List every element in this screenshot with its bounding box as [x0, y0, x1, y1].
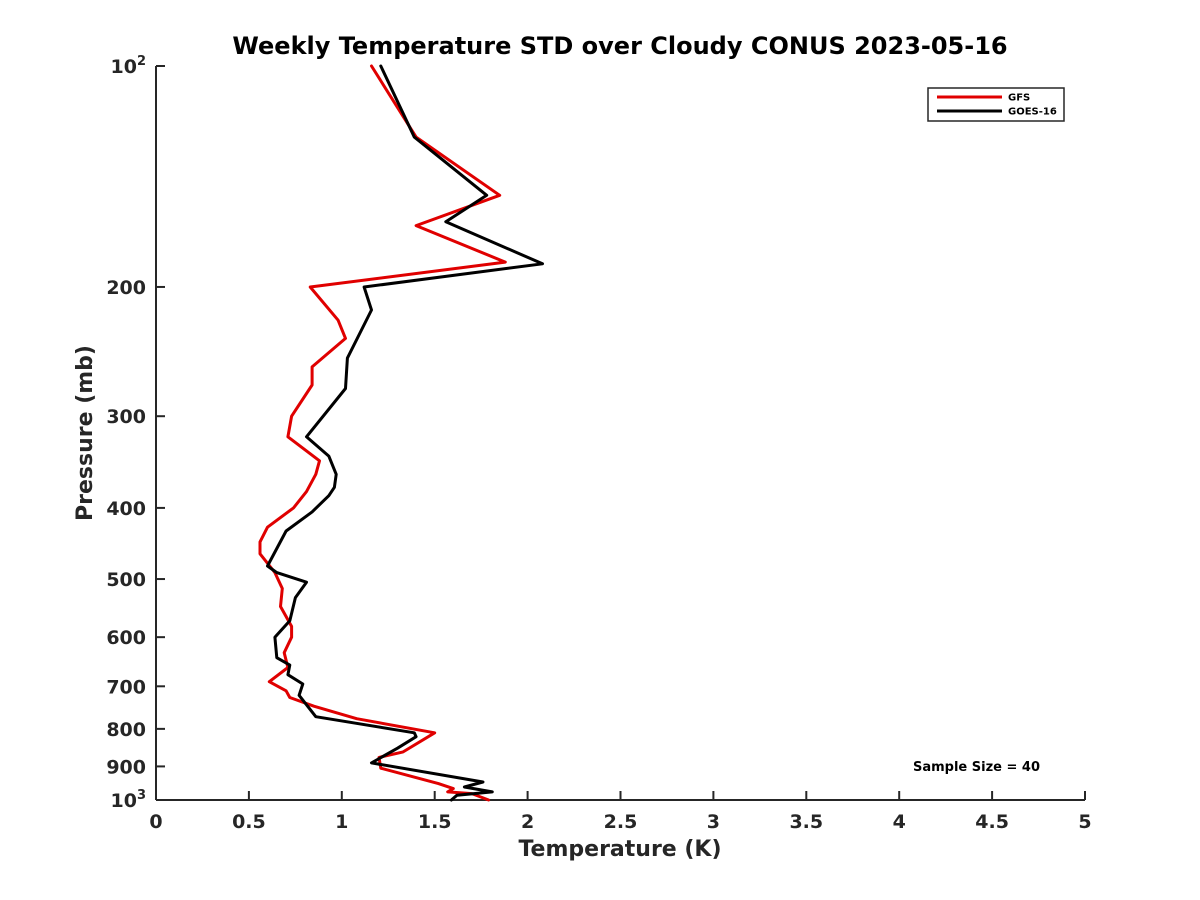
chart-title: Weekly Temperature STD over Cloudy CONUS… — [232, 32, 1007, 60]
x-tick-label: 1 — [335, 811, 348, 833]
x-tick-label: 2.5 — [604, 811, 638, 833]
y-tick-label: 200 — [106, 277, 146, 299]
y-tick-label: 103 — [111, 788, 147, 812]
y-tick-label: 700 — [106, 676, 146, 698]
x-tick-label: 2 — [521, 811, 534, 833]
x-axis-ticks: 0 0.5 1 1.5 2 2.5 3 3.5 4 4.5 5 — [149, 791, 1092, 833]
x-tick-label: 1.5 — [418, 811, 452, 833]
y-tick-label: 300 — [106, 406, 146, 428]
y-tick-label: 800 — [106, 719, 146, 741]
series-lines — [258, 64, 544, 802]
x-axis-label: Temperature (K) — [518, 837, 721, 862]
legend-label-gfs: GFS — [1008, 93, 1030, 104]
sample-size-annotation: Sample Size = 40 — [913, 760, 1040, 775]
y-tick-label: 102 — [111, 54, 147, 78]
x-tick-label: 3.5 — [789, 811, 823, 833]
legend: GFS GOES-16 — [927, 87, 1065, 122]
x-tick-label: 4 — [893, 811, 906, 833]
y-axis-ticks: 102 200 300 400 500 600 700 800 900 103 — [106, 54, 165, 812]
y-tick-label: 500 — [106, 569, 146, 591]
legend-label-goes-16: GOES-16 — [1008, 107, 1057, 118]
y-tick-label: 900 — [106, 756, 146, 778]
x-tick-label: 3 — [707, 811, 720, 833]
x-tick-label: 5 — [1078, 811, 1091, 833]
x-tick-label: 0.5 — [232, 811, 266, 833]
series-line-gfs — [258, 64, 507, 802]
y-tick-label: 400 — [106, 498, 146, 520]
series-line-goes-16 — [266, 64, 544, 802]
y-axis-label: Pressure (mb) — [73, 345, 98, 521]
y-tick-label: 600 — [106, 627, 146, 649]
x-tick-label: 4.5 — [975, 811, 1009, 833]
legend-box — [927, 87, 1065, 122]
x-tick-label: 0 — [149, 811, 162, 833]
